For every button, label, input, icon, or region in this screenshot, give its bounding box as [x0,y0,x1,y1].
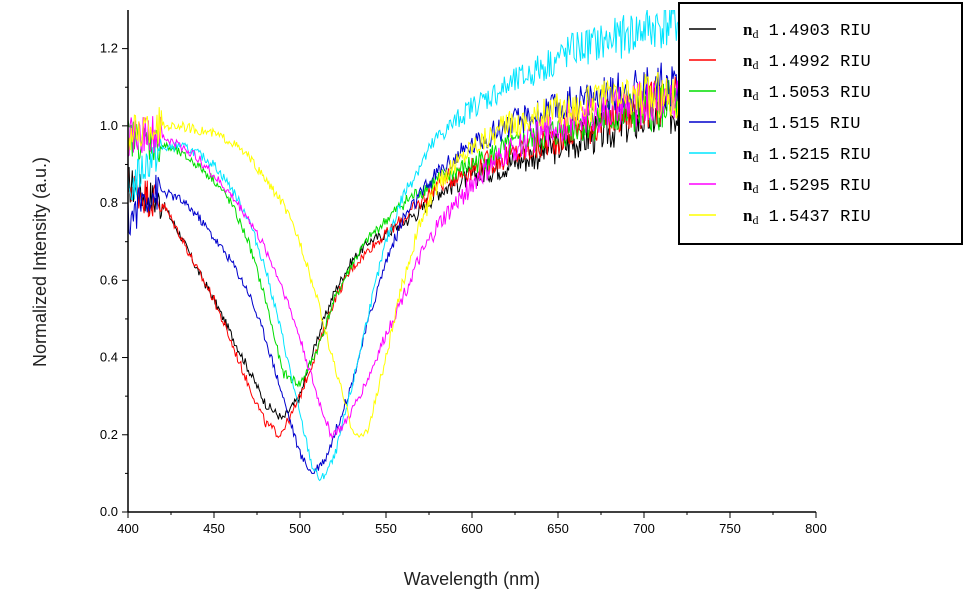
series-line [128,10,679,482]
x-tick-label: 500 [289,521,311,536]
series-line [128,62,679,475]
legend-label: nd 1.5053 RIU [743,82,871,103]
x-tick-label: 800 [805,521,827,536]
axes-layer: 400 450 500 550 600 650 700 750 800 0.0 0.2 0.4 0.6 0… [100,10,827,536]
y-tick-label: 0.0 [100,504,118,519]
legend: nd 1.4903 RIU nd 1.4992 RIU nd 1.5053 RIU n… [678,2,963,245]
x-tick-label: 750 [719,521,741,536]
legend-label: nd 1.5437 RIU [743,206,871,227]
legend-box [678,2,963,245]
y-tick-label: 0.2 [100,427,118,442]
x-tick-label: 550 [375,521,397,536]
legend-label: nd 1.4903 RIU [743,20,871,41]
x-tick-label: 700 [633,521,655,536]
x-axis-title: Wavelength (nm) [404,569,540,589]
y-axis-title: Normalized Intensity (a.u.) [30,157,50,367]
y-tick-label: 0.4 [100,350,118,365]
x-tick-label: 600 [461,521,483,536]
series-line [128,88,679,421]
x-tick-label: 450 [203,521,225,536]
y-tick-label: 1.2 [100,41,118,56]
series-line [128,80,679,440]
x-tick-label: 650 [547,521,569,536]
legend-label: nd 1.5215 RIU [743,144,871,165]
series-line [128,71,679,439]
y-tick-label: 0.8 [100,195,118,210]
series-layer [128,10,679,482]
y-tick-label: 0.6 [100,272,118,287]
legend-label: nd 1.515 RIU [743,113,861,134]
x-tick-label: 400 [117,521,139,536]
legend-label: nd 1.4992 RIU [743,51,871,72]
y-tick-label: 1.0 [100,118,118,133]
legend-label: nd 1.5295 RIU [743,175,871,196]
